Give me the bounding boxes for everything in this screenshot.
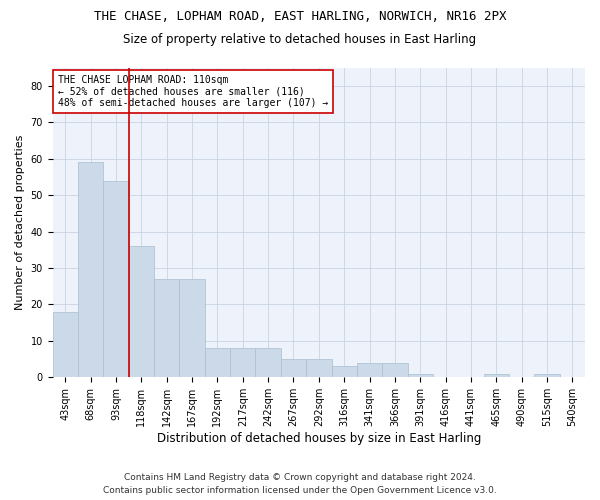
Bar xyxy=(129,246,154,378)
Bar xyxy=(484,374,509,378)
Bar xyxy=(53,312,78,378)
Bar xyxy=(357,363,382,378)
Bar xyxy=(306,359,332,378)
Bar xyxy=(179,279,205,378)
Text: Contains HM Land Registry data © Crown copyright and database right 2024.
Contai: Contains HM Land Registry data © Crown c… xyxy=(103,474,497,495)
Bar xyxy=(205,348,230,378)
Bar xyxy=(407,374,433,378)
Bar xyxy=(230,348,256,378)
Bar xyxy=(281,359,306,378)
Bar xyxy=(382,363,407,378)
Bar xyxy=(78,162,103,378)
Y-axis label: Number of detached properties: Number of detached properties xyxy=(15,134,25,310)
Bar xyxy=(103,180,129,378)
X-axis label: Distribution of detached houses by size in East Harling: Distribution of detached houses by size … xyxy=(157,432,481,445)
Text: THE CHASE, LOPHAM ROAD, EAST HARLING, NORWICH, NR16 2PX: THE CHASE, LOPHAM ROAD, EAST HARLING, NO… xyxy=(94,10,506,23)
Bar xyxy=(332,366,357,378)
Text: THE CHASE LOPHAM ROAD: 110sqm
← 52% of detached houses are smaller (116)
48% of : THE CHASE LOPHAM ROAD: 110sqm ← 52% of d… xyxy=(58,75,328,108)
Bar xyxy=(154,279,179,378)
Text: Size of property relative to detached houses in East Harling: Size of property relative to detached ho… xyxy=(124,32,476,46)
Bar xyxy=(535,374,560,378)
Bar xyxy=(256,348,281,378)
